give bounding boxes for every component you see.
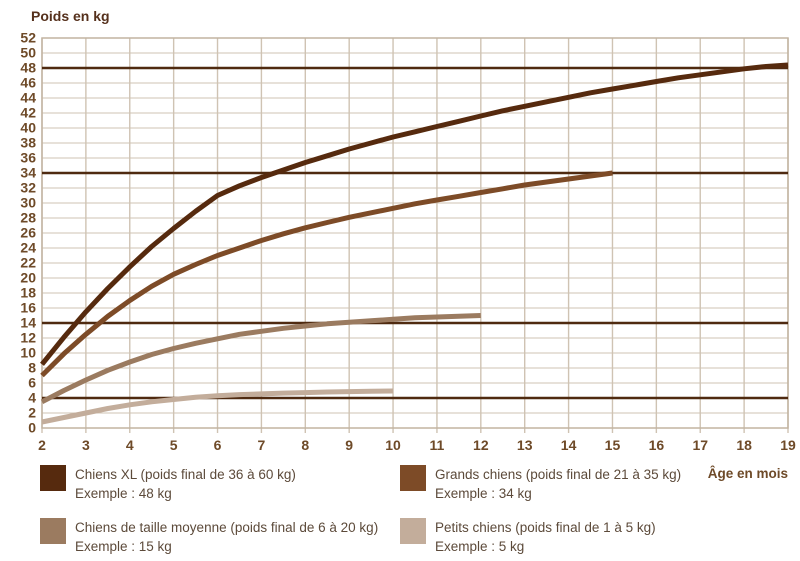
x-axis-title: Âge en mois <box>707 466 788 481</box>
svg-text:17: 17 <box>692 437 708 453</box>
svg-text:38: 38 <box>20 135 36 151</box>
legend-swatch-chiens-xl <box>40 465 66 491</box>
y-axis-title: Poids en kg <box>31 8 110 24</box>
svg-text:8: 8 <box>28 360 36 376</box>
svg-text:6: 6 <box>214 437 222 453</box>
legend-label-grands-chiens: Grands chiens (poids final de 21 à 35 kg… <box>435 467 682 482</box>
svg-text:4: 4 <box>126 437 134 453</box>
svg-text:16: 16 <box>20 300 36 316</box>
growth-curve-0 <box>40 62 789 366</box>
svg-text:2: 2 <box>28 405 36 421</box>
legend-example-chiens-moyens: Exemple : 15 kg <box>75 539 172 554</box>
svg-text:16: 16 <box>649 437 665 453</box>
svg-text:6: 6 <box>28 375 36 391</box>
svg-text:32: 32 <box>20 180 36 196</box>
svg-text:24: 24 <box>20 240 36 256</box>
svg-text:46: 46 <box>20 75 36 91</box>
growth-curve-3 <box>41 388 394 425</box>
legend-item-chiens-moyens: Chiens de taille moyenne (poids final de… <box>40 518 378 556</box>
svg-text:9: 9 <box>345 437 353 453</box>
svg-text:40: 40 <box>20 120 36 136</box>
svg-text:52: 52 <box>20 30 36 46</box>
svg-text:14: 14 <box>20 315 36 331</box>
legend-item-chiens-xl: Chiens XL (poids final de 36 à 60 kg) Ex… <box>40 465 296 503</box>
svg-text:10: 10 <box>385 437 401 453</box>
growth-curve-1 <box>40 170 613 378</box>
svg-text:22: 22 <box>20 255 36 271</box>
y-axis-labels: 0246810121416182022242628303234363840424… <box>20 30 36 436</box>
svg-text:14: 14 <box>561 437 577 453</box>
svg-text:13: 13 <box>517 437 533 453</box>
svg-text:5: 5 <box>170 437 178 453</box>
svg-text:7: 7 <box>258 437 266 453</box>
svg-text:4: 4 <box>28 390 36 406</box>
svg-text:20: 20 <box>20 270 36 286</box>
svg-text:18: 18 <box>20 285 36 301</box>
legend-item-petits-chiens: Petits chiens (poids final de 1 à 5 kg) … <box>400 518 656 556</box>
svg-text:44: 44 <box>20 90 36 106</box>
svg-text:8: 8 <box>301 437 309 453</box>
svg-text:3: 3 <box>82 437 90 453</box>
svg-text:11: 11 <box>430 437 445 453</box>
legend-label-chiens-moyens: Chiens de taille moyenne (poids final de… <box>75 520 379 535</box>
legend-example-chiens-xl: Exemple : 48 kg <box>75 486 172 501</box>
legend-example-grands-chiens: Exemple : 34 kg <box>435 486 532 501</box>
svg-text:48: 48 <box>20 60 36 76</box>
svg-text:42: 42 <box>20 105 36 121</box>
legend-swatch-grands-chiens <box>400 465 426 491</box>
svg-text:26: 26 <box>20 225 36 241</box>
grid <box>41 37 789 433</box>
svg-text:0: 0 <box>28 420 36 436</box>
legend-label-petits-chiens: Petits chiens (poids final de 1 à 5 kg) <box>435 520 656 535</box>
legend-item-grands-chiens: Grands chiens (poids final de 21 à 35 kg… <box>400 465 681 503</box>
svg-text:12: 12 <box>20 330 36 346</box>
svg-text:50: 50 <box>20 45 36 61</box>
svg-text:18: 18 <box>736 437 752 453</box>
svg-text:28: 28 <box>20 210 36 226</box>
svg-text:15: 15 <box>605 437 621 453</box>
legend-swatch-petits-chiens <box>400 518 426 544</box>
legend-label-chiens-xl: Chiens XL (poids final de 36 à 60 kg) <box>75 467 296 482</box>
svg-text:34: 34 <box>20 165 36 181</box>
svg-text:12: 12 <box>473 437 489 453</box>
growth-curve-2 <box>40 313 481 405</box>
legend-swatch-chiens-moyens <box>40 518 66 544</box>
x-axis-labels: 2 3 4 5 6 7 8 9 10 11 12 13 14 15 16 17 18 19 <box>38 437 796 453</box>
svg-text:36: 36 <box>20 150 36 166</box>
svg-text:30: 30 <box>20 195 36 211</box>
svg-text:2: 2 <box>38 437 46 453</box>
svg-text:10: 10 <box>20 345 36 361</box>
svg-text:19: 19 <box>780 437 796 453</box>
legend-example-petits-chiens: Exemple : 5 kg <box>435 539 525 554</box>
growth-chart-svg: 0246810121416182022242628303234363840424… <box>20 30 796 454</box>
